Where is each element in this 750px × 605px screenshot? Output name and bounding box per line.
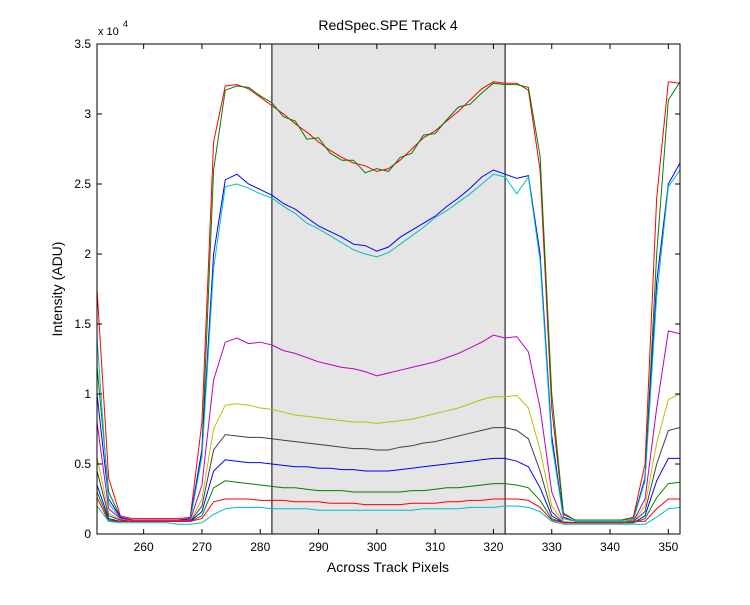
shaded-region bbox=[271, 44, 506, 534]
y-tick-label: 2.5 bbox=[74, 177, 91, 191]
x-tick-label: 320 bbox=[483, 540, 503, 554]
x-tick-label: 280 bbox=[250, 540, 270, 554]
y-tick-label: 0 bbox=[84, 527, 91, 541]
x-tick-label: 310 bbox=[425, 540, 445, 554]
y-axis-label: Intensity (ADU) bbox=[49, 242, 65, 337]
x-tick-label: 300 bbox=[367, 540, 387, 554]
axes-box bbox=[96, 43, 681, 535]
x-tick-label: 350 bbox=[658, 540, 678, 554]
y-tick-label: 1.5 bbox=[74, 317, 91, 331]
region-layer bbox=[271, 44, 506, 534]
series-line bbox=[97, 505, 680, 525]
y-tick-label: 3 bbox=[84, 107, 91, 121]
y-tick-label: 3.5 bbox=[74, 37, 91, 51]
x-tick-label: 260 bbox=[134, 540, 154, 554]
x-tick-label: 290 bbox=[309, 540, 329, 554]
x-tick-label: 270 bbox=[192, 540, 212, 554]
series-line bbox=[97, 169, 680, 522]
y-tick-label: 1 bbox=[84, 387, 91, 401]
x-axis-label: Across Track Pixels bbox=[327, 559, 449, 575]
x-tick-label: 340 bbox=[600, 540, 620, 554]
y-tick-label: 2 bbox=[84, 247, 91, 261]
y-multiplier-exponent: 4 bbox=[123, 19, 128, 29]
series-line bbox=[97, 497, 680, 524]
chart-title: RedSpec.SPE Track 4 bbox=[318, 17, 458, 33]
axes-layer: 260 270 280 290 300 310 320 330 340 350 0 0.5 1 1.5 2 2… bbox=[74, 37, 681, 554]
lines-layer bbox=[97, 81, 680, 525]
y-multiplier: x 10 bbox=[98, 26, 119, 38]
x-tick-label: 330 bbox=[542, 540, 562, 554]
y-tick-label: 0.5 bbox=[74, 457, 91, 471]
